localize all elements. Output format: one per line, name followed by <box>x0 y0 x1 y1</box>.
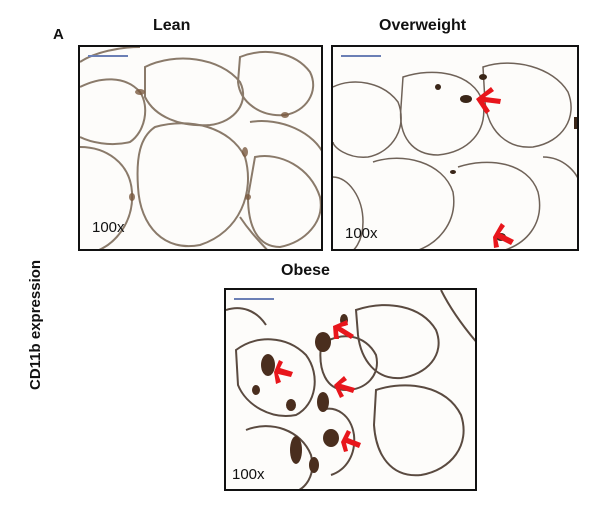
obese-scale-bar <box>234 298 274 300</box>
obese-title: Obese <box>281 262 330 279</box>
obese-magnification: 100x <box>232 466 265 483</box>
lean-micrograph: 100x <box>78 45 323 251</box>
obese-tissue-image <box>226 290 475 489</box>
panel-letter: A <box>53 26 64 43</box>
lean-tissue-image <box>80 47 321 249</box>
overweight-title: Overweight <box>379 17 467 34</box>
overweight-micrograph: 100x <box>331 45 579 251</box>
y-axis-label: CD11b expression <box>27 259 44 390</box>
overweight-scale-bar <box>341 55 381 57</box>
lean-scale-bar <box>88 55 128 57</box>
overweight-magnification: 100x <box>345 225 378 242</box>
lean-magnification: 100x <box>92 219 125 236</box>
overweight-tissue-image <box>333 62 577 249</box>
obese-micrograph: 100x <box>224 288 477 491</box>
lean-title: Lean <box>153 17 191 34</box>
